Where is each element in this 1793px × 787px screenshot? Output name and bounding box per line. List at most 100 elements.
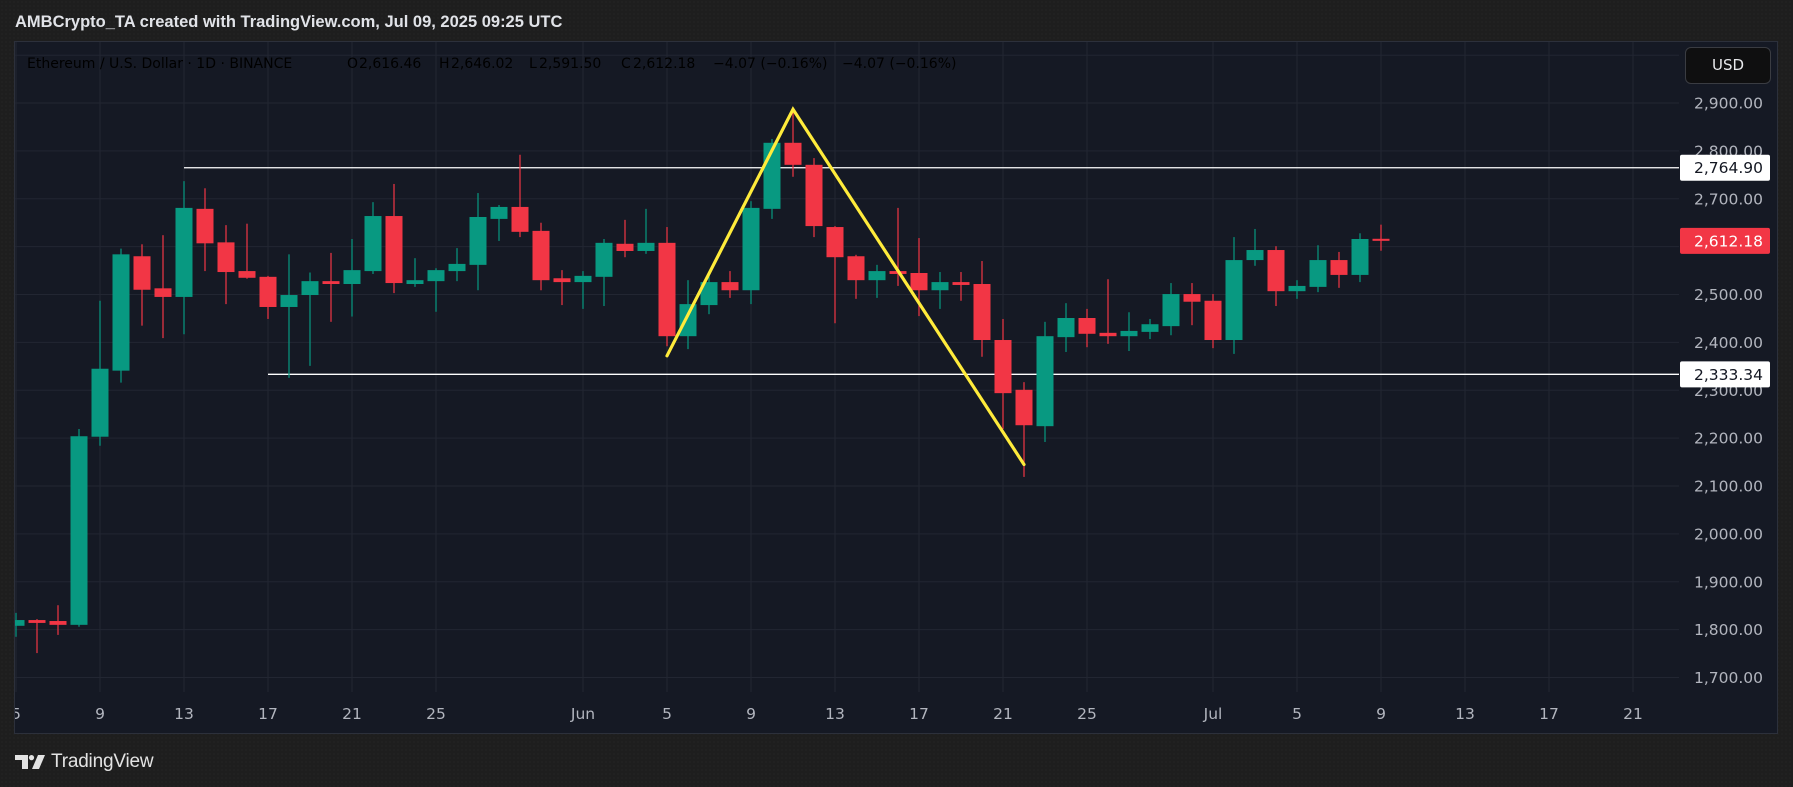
candle-body [196, 208, 214, 244]
candle [700, 273, 718, 315]
candle-body [511, 206, 529, 232]
last-price-tag-label: 2,612.18 [1694, 232, 1763, 250]
candle-body [1351, 239, 1369, 275]
chart-pane[interactable] [14, 41, 1778, 734]
legend-open-label: O [347, 56, 359, 72]
price-axis-label: 2,000.00 [1694, 525, 1763, 543]
legend-high-value: 2,646.02 [451, 56, 514, 72]
plot-area[interactable] [8, 42, 1680, 692]
candle [28, 619, 46, 654]
candle [343, 239, 361, 317]
candle-body [1120, 330, 1138, 337]
time-axis-label: Jul [1203, 705, 1223, 723]
candle [931, 272, 949, 309]
candle [595, 239, 613, 307]
legend-change-secondary: −4.07 (−0.16%) [842, 56, 957, 72]
candle [427, 268, 445, 312]
candle-body [1036, 336, 1054, 427]
candle [1309, 245, 1327, 293]
price-axis-label: 2,900.00 [1694, 95, 1763, 113]
candle-body [805, 164, 823, 227]
candle-body [280, 295, 298, 307]
legend-close-value: 2,612.18 [633, 56, 696, 72]
candle [1183, 283, 1201, 326]
candle-body [448, 263, 466, 272]
candle [1330, 251, 1348, 288]
candle [217, 225, 235, 305]
candle [301, 272, 319, 366]
candle [511, 154, 529, 238]
time-axis-label: 21 [1623, 705, 1643, 723]
candle [1351, 233, 1369, 283]
currency-button[interactable]: USD [1685, 47, 1771, 84]
price-axis-label: 2,500.00 [1694, 286, 1763, 304]
candle-body [28, 620, 46, 623]
drawings[interactable] [665, 106, 1026, 467]
candle-body [343, 270, 361, 285]
tradingview-logo-text: TradingView [51, 751, 154, 772]
candle [1246, 228, 1264, 266]
candle-body [469, 216, 487, 265]
candle [658, 227, 676, 347]
price-axis-label: 2,400.00 [1694, 334, 1763, 352]
horizontal-levels[interactable] [184, 167, 1679, 375]
candle [490, 205, 508, 241]
time-axis-label: 13 [825, 705, 845, 723]
candle-body [658, 242, 676, 337]
candle [952, 272, 970, 301]
price-axis[interactable]: 2,900.002,800.002,700.002,500.002,400.00… [1680, 95, 1770, 687]
candle-body [742, 207, 760, 291]
time-axis[interactable]: 5 9 13 17 21 25 Jun 5 9 13 17 21 25 Jul 5 9 13 17 21 [11, 705, 1643, 723]
tradingview-logo[interactable]: TradingView [15, 751, 154, 773]
candle [133, 244, 151, 326]
candle [385, 183, 403, 294]
candle [1120, 312, 1138, 352]
candle [112, 248, 130, 383]
candle-body [154, 288, 172, 297]
candle [826, 226, 844, 324]
candle-body [406, 280, 424, 285]
legend-symbol[interactable]: Ethereum / U.S. Dollar · 1D · BINANCE [27, 56, 293, 72]
candle [238, 223, 256, 279]
candle [868, 264, 886, 298]
candle [574, 271, 592, 309]
legend-change: −4.07 (−0.16%) [713, 56, 828, 72]
candle-body [490, 206, 508, 219]
candle [49, 605, 67, 635]
candle-body [1267, 250, 1285, 292]
candlestick-series [15, 109, 1390, 654]
candle-body [427, 270, 445, 282]
support-price-tag: 2,333.34 [1680, 361, 1770, 388]
page-title: AMBCrypto_TA created with TradingView.co… [15, 13, 563, 31]
resistance-tag-label: 2,764.90 [1694, 159, 1763, 177]
candle-body [1372, 238, 1390, 241]
candle [1162, 283, 1180, 336]
candle [469, 193, 487, 291]
candle-body [1015, 389, 1033, 426]
candle-body [49, 621, 67, 625]
candle [196, 188, 214, 272]
trend-drawing[interactable] [665, 106, 1026, 467]
candle-body [952, 282, 970, 285]
candle-body [1099, 332, 1117, 337]
price-axis-label: 2,100.00 [1694, 478, 1763, 496]
candle-body [1246, 250, 1264, 261]
candle-body [259, 276, 277, 307]
time-axis-label: 17 [258, 705, 278, 723]
legend-high-label: H [439, 56, 450, 72]
candle-body [175, 207, 193, 297]
time-axis-label: 5 [11, 705, 21, 723]
candle [1225, 237, 1243, 354]
candle-body [1288, 285, 1306, 292]
candle [15, 612, 25, 637]
candle-body [1078, 317, 1096, 334]
candle-body [721, 282, 739, 291]
support-tag-background [1680, 361, 1770, 388]
time-axis-label: 17 [909, 705, 929, 723]
candle-body [679, 304, 697, 337]
candle [280, 254, 298, 378]
candle [616, 219, 634, 258]
price-axis-label: 1,800.00 [1694, 621, 1763, 639]
resistance-tag-background [1680, 154, 1770, 181]
